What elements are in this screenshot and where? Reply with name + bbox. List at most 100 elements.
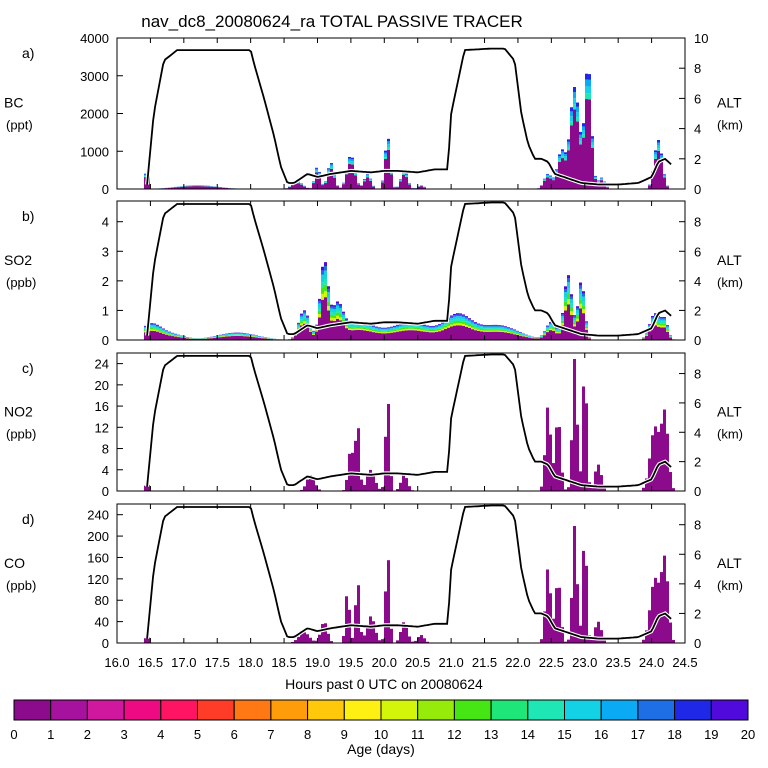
age-bar — [540, 486, 543, 491]
age-bar — [183, 186, 186, 189]
age-bar — [150, 324, 153, 327]
age-bar — [669, 337, 672, 340]
age-bar — [495, 325, 498, 327]
age-bar — [600, 178, 603, 179]
age-bar — [570, 125, 573, 189]
age-bar — [387, 403, 390, 491]
age-bar — [360, 328, 363, 331]
age-bar — [336, 309, 339, 313]
age-bar — [474, 324, 477, 326]
alt-unit: (km) — [717, 275, 743, 290]
age-bar — [153, 329, 156, 331]
age-bar — [255, 337, 258, 340]
age-bar — [429, 325, 432, 327]
age-bar — [507, 331, 510, 333]
age-bar — [399, 324, 402, 326]
age-bar — [321, 293, 324, 300]
age-bar — [471, 324, 474, 327]
age-bar — [588, 338, 591, 340]
age-bar — [351, 159, 354, 162]
age-bar — [459, 314, 462, 317]
age-bar — [378, 333, 381, 340]
age-bar — [174, 334, 177, 336]
age-bar — [375, 632, 378, 643]
age-bar — [570, 307, 573, 312]
age-bar — [501, 330, 504, 333]
age-bar — [408, 184, 411, 189]
age-bar — [372, 332, 375, 340]
age-bar — [351, 161, 354, 164]
age-bar — [201, 186, 204, 189]
age-bar — [423, 329, 426, 331]
panel-so2-bars — [144, 262, 675, 340]
age-bar — [363, 179, 366, 181]
age-bar — [573, 320, 576, 323]
age-bar — [471, 326, 474, 328]
age-bar — [375, 331, 378, 333]
age-bar — [348, 328, 351, 330]
age-bar — [645, 335, 648, 340]
age-bar — [576, 313, 579, 317]
age-bar — [204, 186, 207, 189]
age-bar — [570, 294, 573, 297]
age-bar — [459, 323, 462, 326]
altitude-line-casing — [145, 503, 673, 641]
age-bar — [342, 311, 345, 314]
age-bar — [417, 329, 420, 331]
age-bar — [582, 309, 585, 314]
age-bar — [465, 323, 468, 325]
x-tick-label: 22.5 — [539, 655, 564, 670]
age-bar — [426, 326, 429, 328]
age-bar — [438, 331, 441, 340]
age-bar — [378, 331, 381, 333]
age-bar — [309, 637, 312, 643]
x-tick-label: 19.5 — [338, 655, 363, 670]
age-bar — [498, 325, 501, 326]
age-bar — [393, 325, 396, 327]
age-bar — [567, 487, 570, 491]
age-bar — [543, 180, 546, 189]
age-bar — [570, 314, 573, 340]
age-bar — [165, 334, 168, 340]
age-bar — [507, 327, 510, 329]
age-bar — [591, 637, 594, 643]
age-bar — [504, 326, 507, 328]
age-bar — [225, 336, 228, 340]
y-tick-label: 8 — [102, 442, 109, 457]
age-bar — [468, 328, 471, 340]
age-bar — [300, 325, 303, 340]
colorbar-tick-label: 18 — [667, 727, 681, 742]
age-bar — [471, 322, 474, 325]
colorbar-swatch — [710, 699, 749, 721]
age-bar — [303, 323, 306, 340]
age-bar — [360, 327, 363, 329]
age-bar — [561, 325, 564, 340]
age-bar — [156, 329, 159, 331]
age-bar — [354, 440, 357, 491]
age-bar — [585, 321, 588, 323]
age-bar — [555, 427, 558, 491]
age-bar — [267, 338, 270, 340]
age-bar — [225, 335, 228, 337]
age-bar — [396, 329, 399, 331]
age-bar — [426, 332, 429, 340]
colorbar-tick-label: 16 — [594, 727, 608, 742]
age-bar — [531, 338, 534, 340]
age-bar — [324, 183, 327, 189]
age-bar — [168, 335, 171, 340]
age-bar — [438, 325, 441, 328]
age-bar — [387, 138, 390, 142]
age-bar — [150, 323, 153, 324]
age-bar — [567, 282, 570, 289]
x-axis-ticks: 16.0 16.5 17.0 17.5 18.0 18.5 19.0 19.5 20.0 20.5… — [104, 655, 697, 670]
age-bar — [408, 636, 411, 643]
age-bar — [354, 323, 357, 326]
age-bar — [186, 186, 189, 189]
age-bar — [390, 328, 393, 330]
age-bar — [246, 335, 249, 337]
age-bar — [456, 325, 459, 340]
age-bar — [654, 313, 657, 315]
age-bar — [558, 587, 561, 643]
colorbar-tick-label: 14 — [521, 727, 535, 742]
age-bar — [369, 179, 372, 180]
